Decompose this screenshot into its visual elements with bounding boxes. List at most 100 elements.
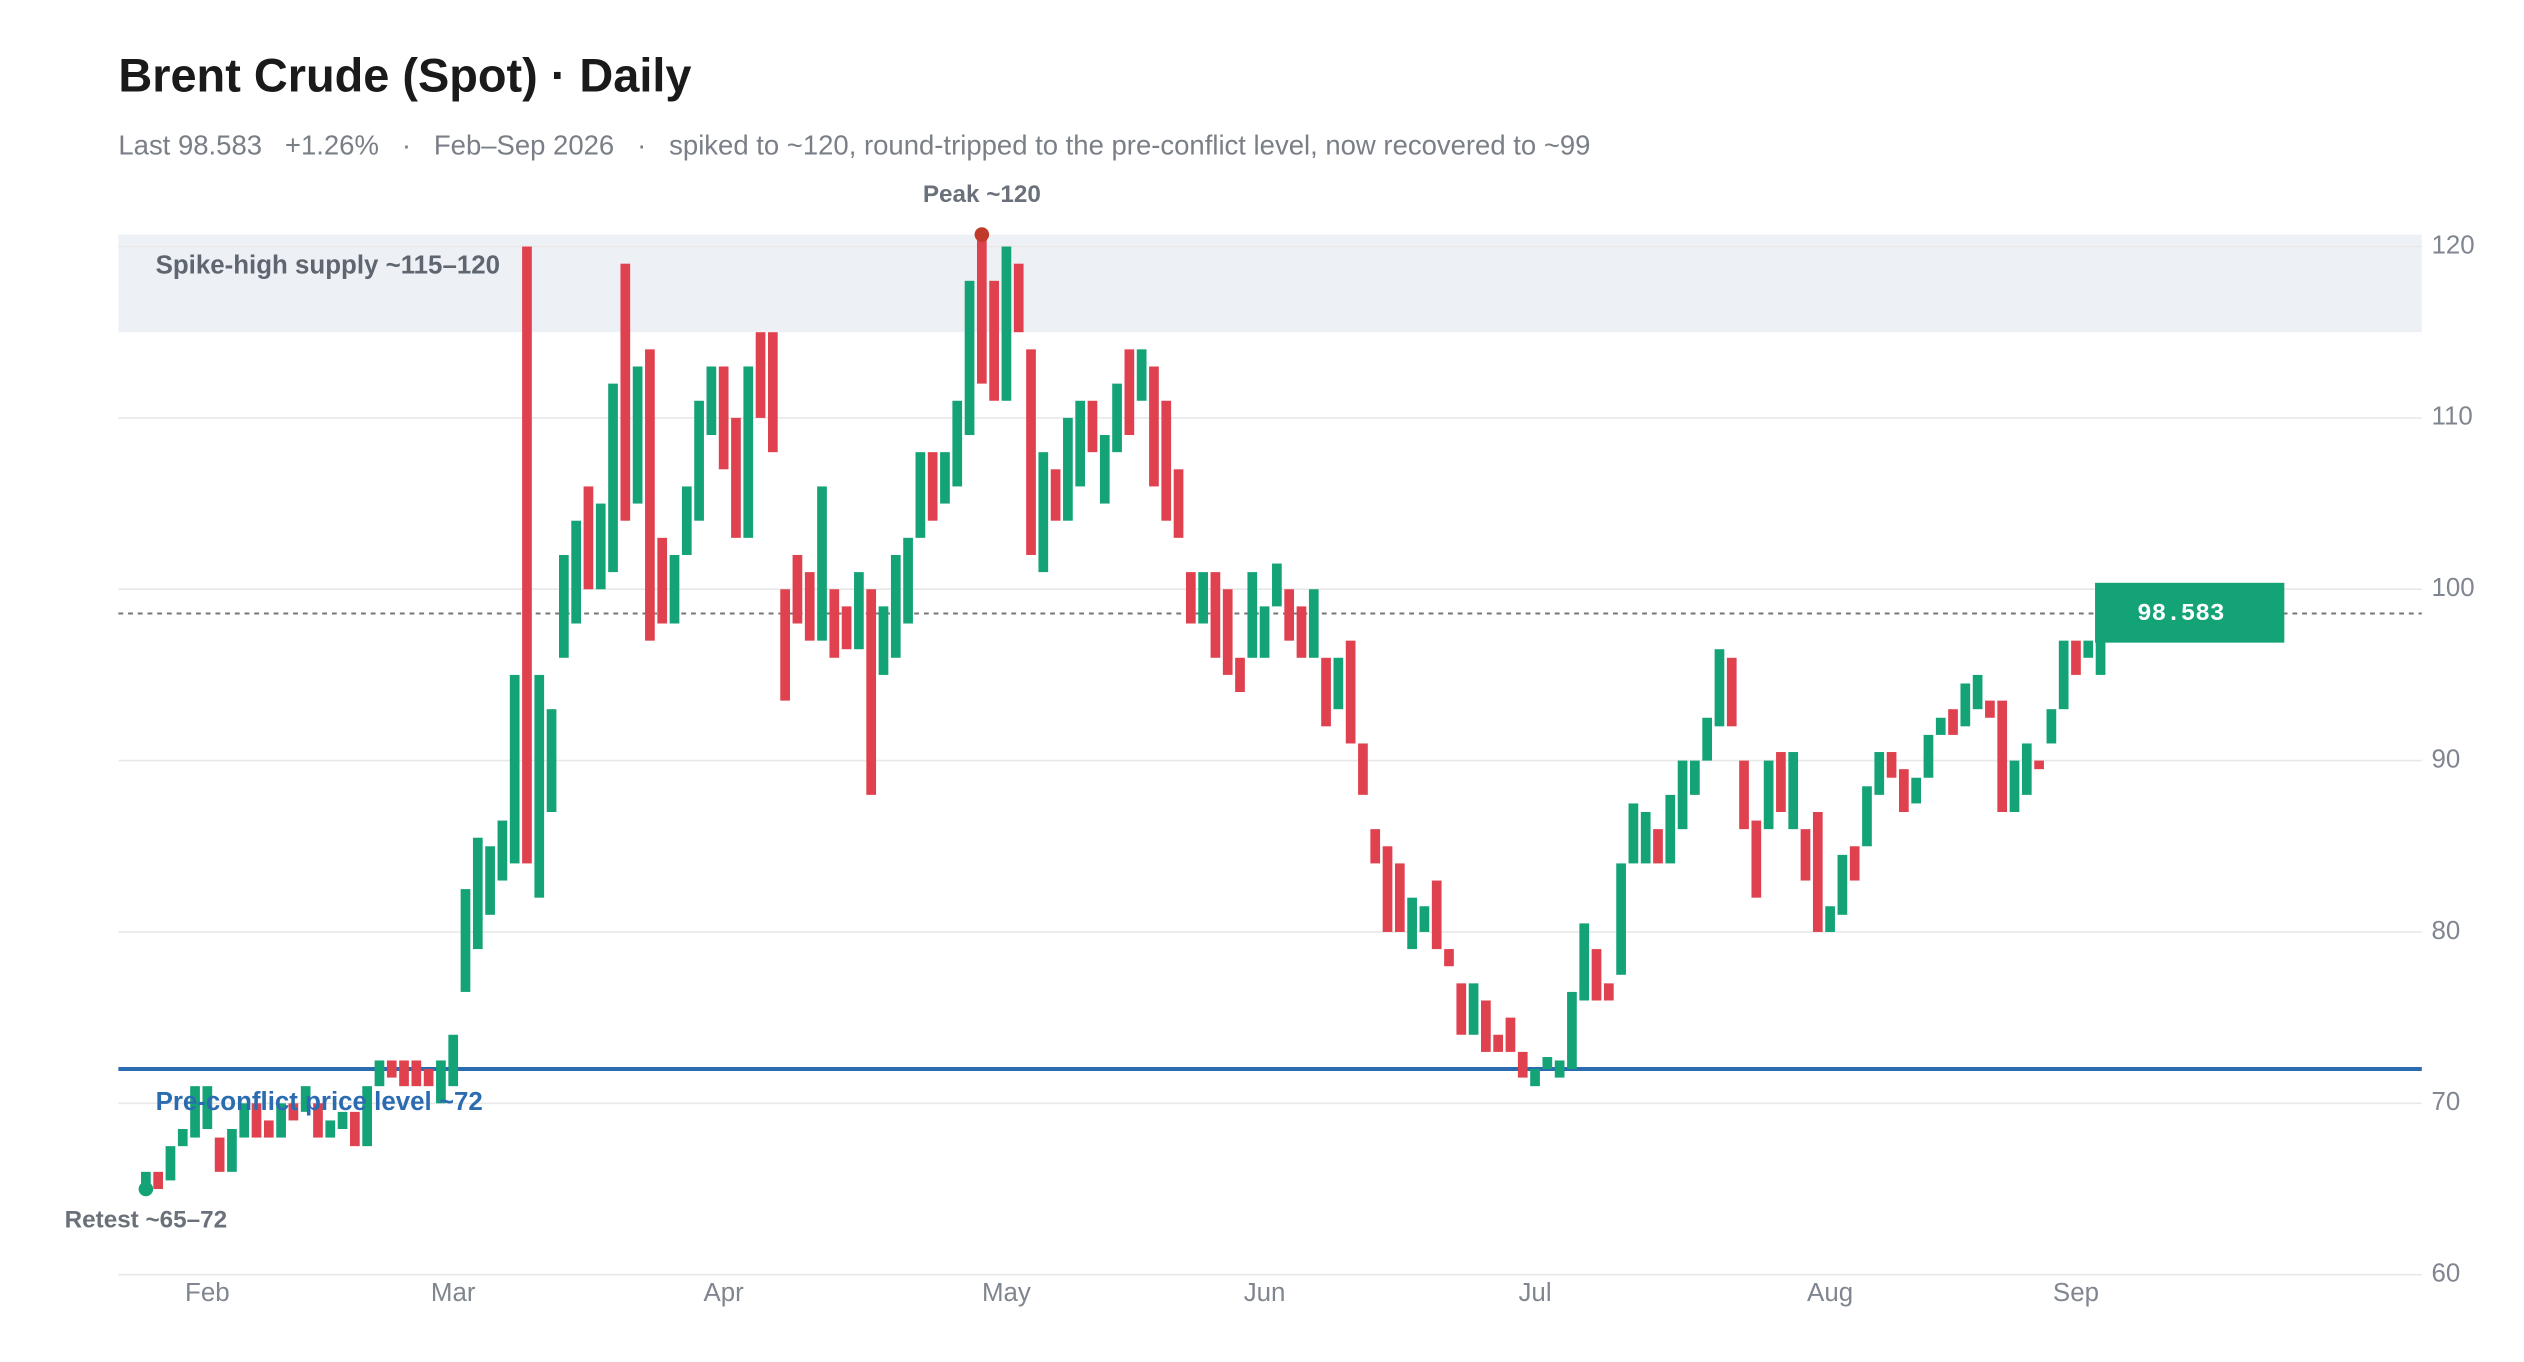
candle-body	[362, 1086, 373, 1147]
peak-label: Peak ~120	[923, 181, 1041, 208]
candle-body	[1812, 812, 1823, 932]
peak-marker	[974, 227, 990, 242]
candle-body	[1407, 897, 1417, 950]
candle-body	[1235, 657, 1245, 693]
candle-body	[1653, 829, 1663, 864]
candle-body	[534, 674, 545, 898]
candle-body	[1726, 657, 1737, 727]
candle-body	[817, 486, 827, 641]
chart-subtitle: Last 98.583 +1.26% · Feb–Sep 2026 · spik…	[118, 129, 1590, 160]
candle-body	[1247, 572, 1258, 658]
candle-body	[1075, 400, 1086, 487]
candle-body	[2021, 743, 2032, 795]
candle-body	[890, 554, 901, 658]
candle-body	[964, 280, 975, 436]
x-tick-label: Jul	[1519, 1279, 1552, 1307]
candle-body	[153, 1171, 164, 1189]
candle-body	[1050, 469, 1061, 521]
last-price-tag	[2095, 582, 2285, 643]
candle-body	[1431, 880, 1442, 950]
y-tick-label: 110	[2432, 403, 2473, 431]
candle-body	[1542, 1057, 1553, 1070]
candle-body	[386, 1060, 397, 1078]
candle-body	[227, 1129, 237, 1172]
candle-body	[1149, 366, 1159, 487]
candle-body	[1038, 452, 1049, 573]
candle-body	[1849, 846, 1860, 881]
candle-body	[1013, 263, 1024, 333]
y-tick-label: 60	[2432, 1259, 2461, 1287]
candle-body	[423, 1069, 434, 1087]
candle-body	[792, 554, 803, 624]
candle-body	[2046, 709, 2057, 744]
candle-body	[411, 1060, 422, 1087]
candle-body	[1874, 752, 1885, 795]
candle-body	[866, 589, 877, 795]
candle-body	[632, 366, 643, 504]
candle-body	[2095, 623, 2106, 675]
candle-body	[1259, 606, 1270, 658]
candle-body	[804, 572, 815, 641]
candle-body	[841, 606, 852, 650]
candle-body	[1886, 752, 1897, 778]
candle-body	[1554, 1060, 1565, 1078]
candle-body	[251, 1103, 262, 1138]
candle-body	[1198, 572, 1208, 624]
candle-body	[2034, 760, 2044, 770]
candle-body	[1923, 734, 1934, 778]
candle-body	[1394, 863, 1405, 932]
candle-body	[1972, 674, 1983, 710]
candle-body	[1665, 794, 1676, 864]
candle-body	[940, 452, 950, 504]
retest-label: Retest ~65–72	[65, 1207, 227, 1234]
candle-body	[509, 674, 520, 864]
candle-body	[190, 1086, 200, 1138]
candle-body	[1788, 752, 1799, 830]
candle-body	[1530, 1069, 1540, 1087]
candle-body	[694, 400, 704, 521]
x-tick-label: Jun	[1244, 1279, 1286, 1307]
candle-body	[780, 589, 790, 701]
candle-body	[497, 820, 508, 881]
candle-body	[1173, 469, 1184, 538]
candle-body	[1935, 717, 1946, 735]
candle-body	[1690, 760, 1700, 795]
candle-body	[337, 1111, 348, 1130]
supply-band	[118, 234, 2422, 333]
level-label: Pre-conflict price level ~72	[156, 1088, 483, 1116]
candle-body	[202, 1086, 213, 1130]
candle-body	[214, 1137, 225, 1172]
candle-body	[436, 1060, 446, 1104]
candle-body	[1001, 246, 1012, 401]
candle-body	[743, 366, 754, 538]
candle-body	[1026, 349, 1036, 555]
candle-body	[1960, 683, 1971, 727]
candle-body	[288, 1103, 299, 1121]
candle-body	[546, 709, 557, 813]
candle-body	[263, 1120, 274, 1138]
candle-body	[718, 366, 729, 470]
candle-body	[2071, 640, 2081, 675]
y-tick-label: 100	[2432, 574, 2475, 602]
candle-body	[559, 554, 569, 658]
candle-body	[1210, 572, 1221, 658]
candle-body	[989, 280, 999, 401]
candle-body	[1444, 949, 1454, 967]
y-tick-label: 80	[2432, 917, 2461, 945]
candle-body	[1714, 649, 1725, 727]
candle-body	[2009, 760, 2020, 813]
candle-body	[1776, 752, 1786, 813]
candle-body	[731, 417, 741, 538]
candle-body	[1591, 949, 1602, 1001]
candle-body	[165, 1146, 176, 1181]
candle-body	[1112, 383, 1122, 453]
candle-body	[608, 383, 618, 573]
candle-body	[915, 452, 926, 538]
candle-body	[645, 349, 655, 641]
candle-body	[1087, 400, 1098, 453]
candle-body	[903, 537, 913, 624]
candle-body	[1222, 589, 1233, 675]
candle-body	[1124, 349, 1135, 436]
retest-marker	[138, 1181, 154, 1197]
